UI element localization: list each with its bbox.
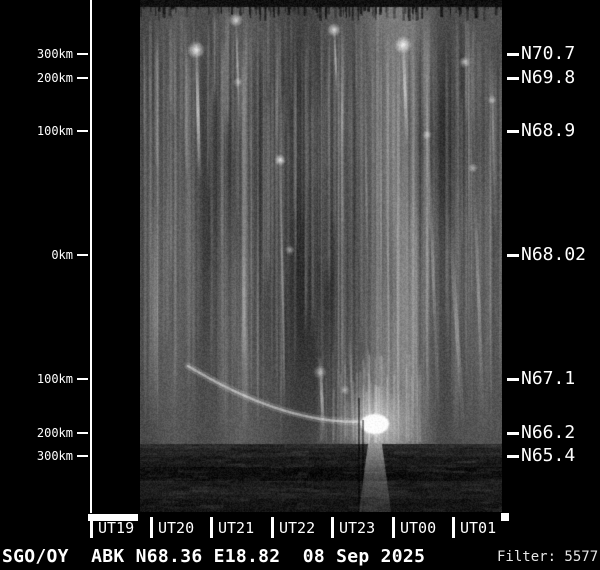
latitude-label: N65.4 (521, 445, 576, 466)
altitude-tick (77, 53, 88, 55)
time-label: UT19 (98, 519, 135, 537)
latitude-label: N67.1 (521, 368, 576, 389)
latitude-tick (507, 378, 519, 381)
altitude-label: 100km (36, 372, 73, 386)
latitude-tick (507, 77, 519, 80)
status-bar: SGO/OY ABK N68.36 E18.82 08 Sep 2025 Fil… (0, 540, 600, 570)
latitude-tick (507, 455, 519, 458)
time-tick (392, 517, 395, 538)
time-tick (90, 517, 93, 538)
time-label: UT22 (279, 519, 316, 537)
latitude-label: N66.2 (521, 422, 576, 443)
time-label: UT21 (218, 519, 255, 537)
latitude-label: N70.7 (521, 43, 576, 64)
latitude-tick (507, 432, 519, 435)
time-label: UT20 (158, 519, 195, 537)
altitude-label: 0km (51, 248, 73, 262)
latitude-tick (507, 53, 519, 56)
keogram-image (140, 0, 502, 512)
time-tick (452, 517, 455, 538)
altitude-label: 200km (36, 426, 73, 440)
time-label: UT01 (460, 519, 497, 537)
bottom-axis-bar (88, 514, 138, 521)
altitude-tick (77, 77, 88, 79)
station-info: SGO/OY ABK N68.36 E18.82 08 Sep 2025 (2, 546, 426, 567)
latitude-label: N68.02 (521, 244, 587, 265)
altitude-tick (77, 455, 88, 457)
time-tick (150, 517, 153, 538)
end-of-data-marker (501, 513, 509, 521)
altitude-tick (77, 254, 88, 256)
time-tick (331, 517, 334, 538)
filter-label: Filter: 5577 (497, 549, 599, 565)
altitude-label: 200km (36, 71, 73, 85)
latitude-label: N68.9 (521, 120, 576, 141)
altitude-label: 300km (36, 47, 73, 61)
altitude-label: 300km (36, 449, 73, 463)
latitude-tick (507, 254, 519, 257)
altitude-tick (77, 432, 88, 434)
time-label: UT23 (339, 519, 376, 537)
time-tick (210, 517, 213, 538)
latitude-tick (507, 130, 519, 133)
time-tick (271, 517, 274, 538)
latitude-label: N69.8 (521, 67, 576, 88)
left-axis-line (90, 0, 92, 513)
altitude-tick (77, 378, 88, 380)
altitude-label: 100km (36, 124, 73, 138)
time-label: UT00 (400, 519, 437, 537)
altitude-tick (77, 130, 88, 132)
